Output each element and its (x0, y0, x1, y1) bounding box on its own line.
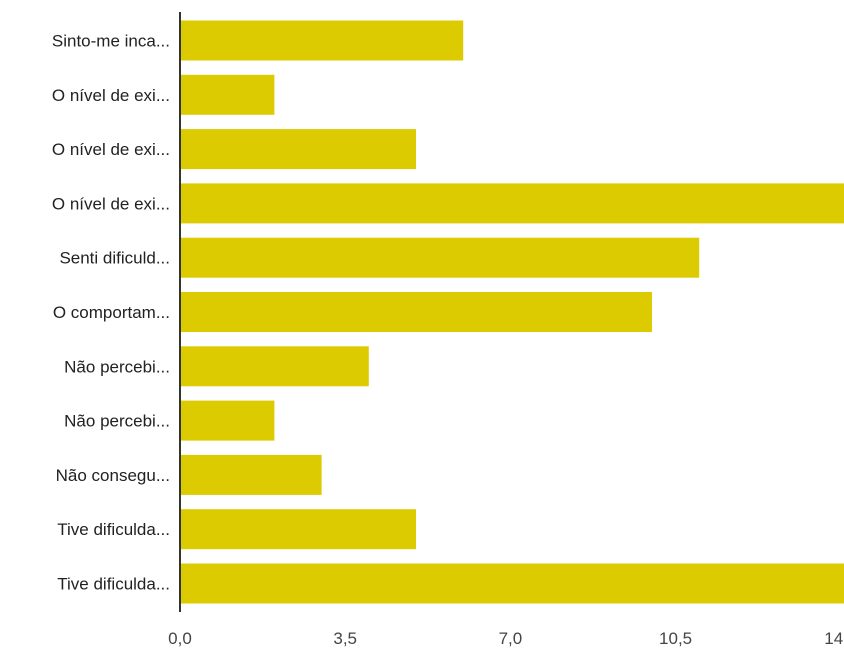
tick-labels-group: 0,0 3,5 7,0 10,5 14,0 (168, 629, 844, 648)
x-tick-label-5: 14,0 (824, 629, 844, 648)
bar-5 (180, 237, 700, 278)
bar-10 (180, 509, 416, 550)
category-label-3: O nível de exi... (52, 140, 170, 159)
category-label-6: O comportam... (53, 303, 170, 322)
category-label-10: Tive dificulda... (57, 520, 170, 539)
category-label-5: Senti dificuld... (59, 249, 170, 268)
bar-7 (180, 346, 369, 387)
category-label-8: Não percebi... (64, 412, 170, 431)
category-label-2: O nível de exi... (52, 86, 170, 105)
category-label-11: Tive dificulda... (57, 575, 170, 594)
bar-6 (180, 292, 652, 332)
x-tick-label-2: 3,5 (333, 629, 357, 648)
category-label-9: Não consegu... (56, 466, 170, 485)
bar-11 (180, 563, 844, 604)
category-labels-group: Sinto-me inca... O nível de exi... O nível… (52, 32, 170, 594)
bar-9 (180, 454, 322, 495)
x-tick-label-3: 7,0 (499, 629, 523, 648)
x-tick-label-4: 10,5 (659, 629, 692, 648)
category-label-1: Sinto-me inca... (52, 32, 170, 51)
bars-group (180, 20, 844, 604)
bar-2 (180, 74, 275, 115)
bar-4 (180, 183, 844, 224)
x-tick-label-1: 0,0 (168, 629, 192, 648)
bar-8 (180, 400, 275, 441)
category-label-4: O nível de exi... (52, 194, 170, 213)
bar-3 (180, 129, 416, 170)
bar-1 (180, 20, 464, 61)
category-label-7: Não percebi... (64, 357, 170, 376)
